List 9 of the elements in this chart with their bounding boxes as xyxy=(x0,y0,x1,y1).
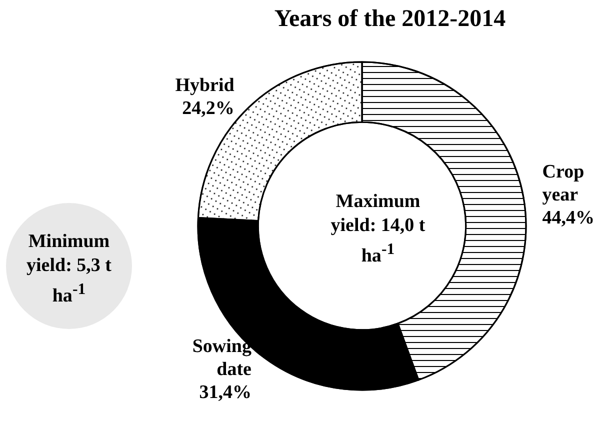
data-label: 31,4% xyxy=(199,382,252,403)
data-label: 24,2% xyxy=(182,98,234,120)
slice-label: Sowing date xyxy=(192,336,252,380)
text: Maximum yield: 14,0 t ha$^{-1}$ xyxy=(330,190,426,268)
data-label: 44,4% xyxy=(542,207,595,228)
slice-label: Hybrid xyxy=(175,75,235,96)
slice-label: Crop year xyxy=(542,161,584,206)
chart-title: Years of the 2012-2014 xyxy=(274,6,506,32)
text: Minimum yield: 5,3 t ha$^{-1}$ xyxy=(26,230,112,308)
